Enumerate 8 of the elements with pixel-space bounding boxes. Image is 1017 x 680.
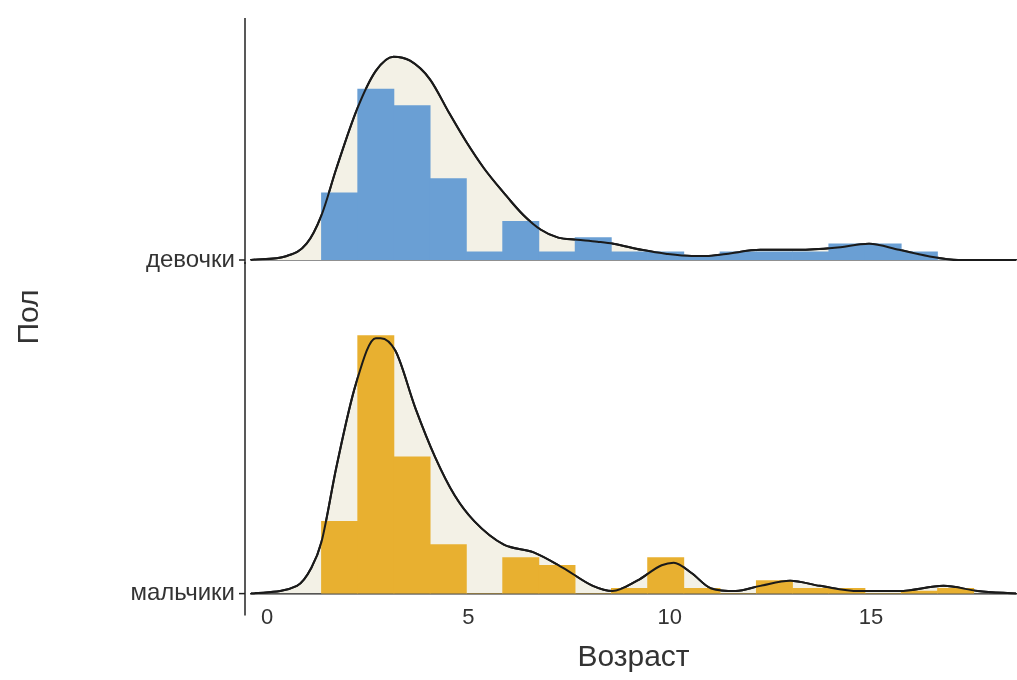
x-tick-label: 5 <box>462 603 475 629</box>
x-tick-label: 10 <box>657 603 682 629</box>
text: девочки <box>145 244 235 272</box>
y-axis-title: Пол <box>11 288 45 347</box>
x-tick-label: 15 <box>858 603 884 629</box>
text: мальчики <box>130 578 235 606</box>
x-tick-label: 0 <box>260 603 274 629</box>
x-axis-title: Возраст <box>577 639 690 673</box>
